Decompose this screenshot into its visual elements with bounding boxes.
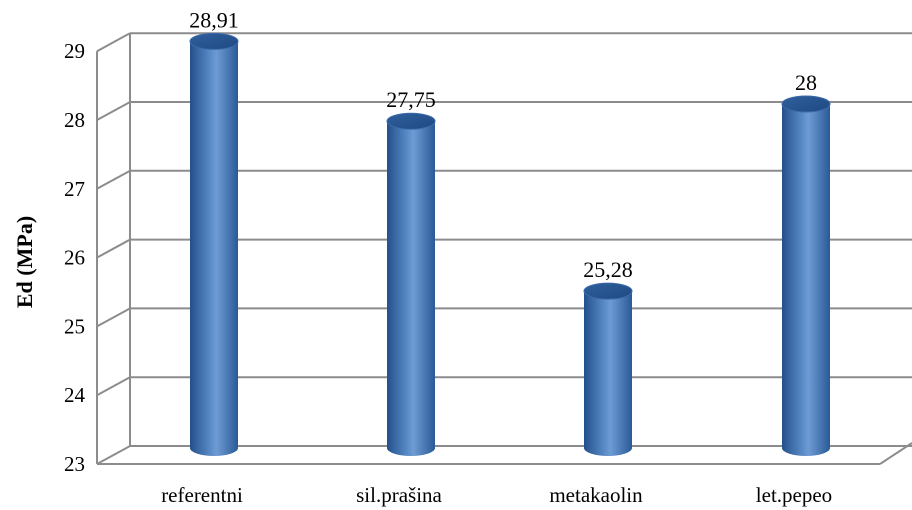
gridline-depth: [96, 101, 131, 121]
gridline-depth: [96, 32, 131, 53]
y-tick-label: 25: [64, 314, 85, 338]
bar-body: [190, 41, 238, 456]
y-tick-label: 26: [64, 246, 85, 270]
gridline-depth: [96, 307, 131, 328]
data-label: 28,91: [189, 7, 239, 32]
gridline-depth: [96, 238, 131, 259]
gridline-depth: [96, 169, 131, 190]
bar-top: [386, 112, 436, 130]
data-label: 25,28: [583, 257, 633, 282]
x-tick-label: let.pepeo: [756, 483, 832, 507]
y-tick-label: 29: [64, 39, 85, 63]
data-label: 28: [795, 70, 817, 95]
axes: [96, 33, 131, 464]
bar-top: [583, 282, 633, 300]
gridline-depth: [96, 445, 131, 465]
y-tick-label: 27: [64, 177, 85, 201]
bar: [189, 32, 239, 456]
y-tick-label: 24: [64, 383, 86, 407]
y-axis-label: Ed (MPa): [12, 216, 37, 308]
bar-top: [781, 95, 831, 113]
bar-top: [189, 32, 239, 50]
floor-right-edge: [879, 442, 912, 465]
bar: [386, 112, 436, 456]
labels: 23 24 25 26 27 28 29 28,91 referentni 27,75 sil.pr…: [64, 7, 832, 507]
bar-body: [584, 291, 632, 456]
bar-body: [782, 104, 830, 456]
y-tick-label: 28: [64, 108, 85, 132]
gridline-depth: [96, 376, 131, 397]
data-label: 27,75: [386, 87, 436, 112]
bar-body: [387, 121, 435, 456]
bars: [189, 32, 831, 456]
x-tick-label: sil.prašina: [356, 483, 442, 507]
bar: [583, 282, 633, 456]
x-tick-label: metakaolin: [549, 483, 643, 507]
gridlines: [96, 32, 912, 465]
x-tick-label: referentni: [161, 483, 243, 507]
bar: [781, 95, 831, 456]
y-tick-label: 23: [64, 452, 85, 476]
